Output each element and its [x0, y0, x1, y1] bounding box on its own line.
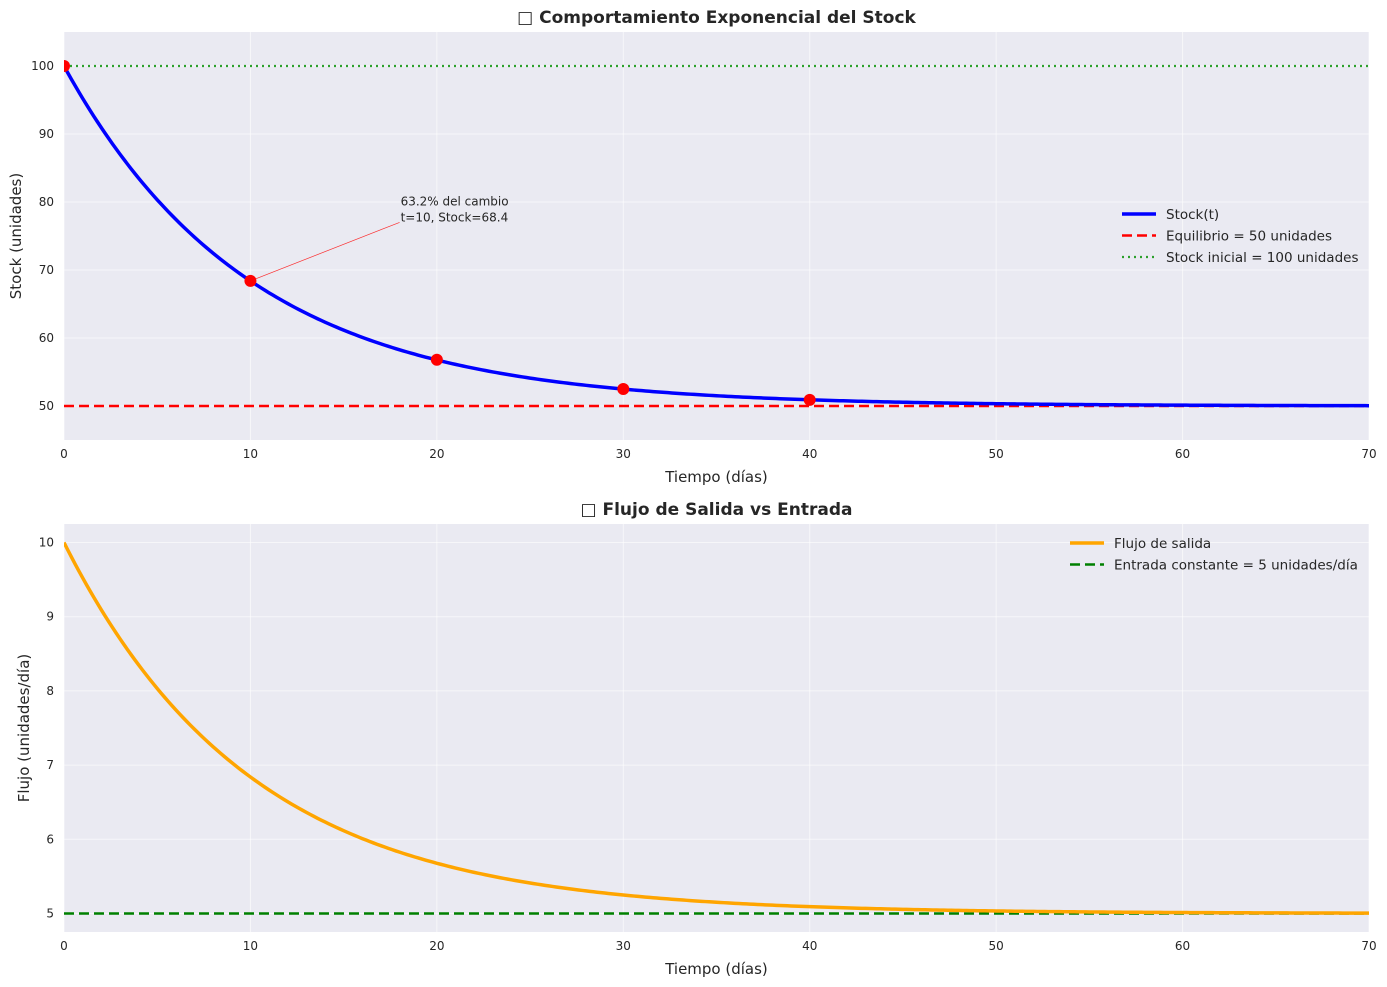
data-point-marker	[430, 353, 443, 366]
x-tick-label: 50	[989, 939, 1004, 953]
legend-label: Stock inicial = 100 unidades	[1166, 250, 1358, 266]
plot-area	[64, 32, 1369, 440]
y-tick-label: 90	[39, 127, 54, 141]
series-group	[64, 60, 1369, 408]
x-axis-label: Tiempo (días)	[664, 960, 768, 978]
annotation-arrow	[250, 222, 400, 282]
data-point-marker	[803, 393, 816, 406]
data-point-marker	[64, 60, 70, 72]
y-tick-label: 80	[39, 195, 54, 209]
legend-label: Stock(t)	[1166, 207, 1219, 223]
x-tick-label: 60	[1175, 939, 1190, 953]
x-axis-label: Tiempo (días)	[664, 468, 768, 486]
x-tick-label: 10	[243, 447, 258, 461]
series-group	[64, 541, 1369, 915]
x-tick-label: 20	[429, 939, 444, 953]
y-tick-label: 8	[46, 684, 54, 698]
y-tick-label: 9	[46, 610, 54, 624]
series-line	[64, 65, 1369, 408]
y-axis-label: Stock (unidades)	[7, 173, 25, 299]
legend-label: Equilibrio = 50 unidades	[1166, 229, 1332, 245]
x-tick-label: 30	[616, 939, 631, 953]
x-tick-label: 10	[243, 939, 258, 953]
y-tick-label: 10	[39, 536, 54, 550]
x-tick-label: 50	[989, 447, 1004, 461]
y-tick-label: 7	[46, 758, 54, 772]
y-tick-label: 50	[39, 399, 54, 413]
y-tick-label: 60	[39, 331, 54, 345]
data-point-marker	[617, 383, 630, 395]
legend-label: Entrada constante = 5 unidades/día	[1114, 558, 1358, 574]
annotation-line: 63.2% del cambio	[401, 194, 509, 208]
chart-2: 0 10 20 30 40 50 60 70 5 6 7 8 9 10 □ Flujo de Salida …	[15, 500, 1377, 978]
x-tick-label: 40	[802, 447, 817, 461]
series-line	[64, 541, 1369, 915]
legend: Stock(t) Equilibrio = 50 unidades Stock in…	[1122, 207, 1358, 266]
legend: Flujo de salida Entrada constante = 5 uni…	[1070, 536, 1358, 574]
annotation-line: t=10, Stock=68.4	[401, 210, 509, 224]
x-tick-label: 70	[1361, 939, 1376, 953]
chart-1: 0 10 20 30 40 50 60 70 50 60 70 80 90 100 63.2% del ca…	[7, 8, 1377, 486]
x-tick-label: 20	[429, 447, 444, 461]
y-axis-label: Flujo (unidades/día)	[15, 654, 33, 803]
x-tick-label: 30	[616, 447, 631, 461]
x-tick-label: 60	[1175, 447, 1190, 461]
y-tick-label: 6	[46, 832, 54, 846]
chart-title: □ Flujo de Salida vs Entrada	[581, 500, 853, 520]
x-tick-label: 70	[1361, 447, 1376, 461]
x-tick-label: 0	[60, 939, 68, 953]
y-tick-label: 70	[39, 263, 54, 277]
y-tick-label: 5	[46, 906, 54, 920]
x-tick-label: 0	[60, 447, 68, 461]
chart-title: □ Comportamiento Exponencial del Stock	[517, 8, 916, 28]
x-tick-label: 40	[802, 939, 817, 953]
legend-label: Flujo de salida	[1114, 536, 1211, 552]
y-tick-label: 100	[31, 59, 54, 73]
plot-area	[64, 524, 1369, 932]
